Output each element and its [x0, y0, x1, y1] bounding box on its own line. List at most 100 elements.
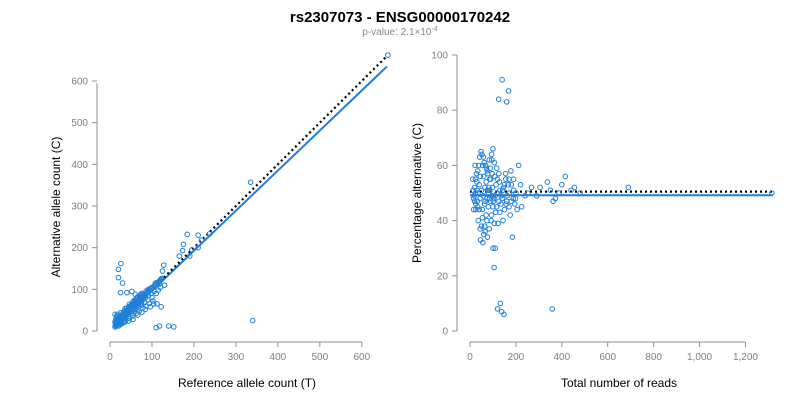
data-point [479, 206, 486, 213]
data-point [512, 195, 519, 202]
data-point [498, 192, 505, 199]
data-point [486, 176, 493, 182]
y-tick-label: 0 [82, 327, 88, 338]
data-point [472, 190, 479, 196]
data-point [484, 217, 490, 224]
data-point [499, 187, 506, 194]
y-tick-label: 100 [71, 285, 88, 296]
x-tick-label: 200 [186, 352, 203, 363]
data-point [769, 190, 775, 196]
data-point [477, 226, 483, 232]
y-ticks: 0 100 200 300 400 500 600 [71, 77, 97, 338]
data-point [481, 201, 488, 207]
data-point [471, 192, 477, 199]
data-point [488, 151, 495, 158]
data-point [487, 165, 494, 171]
data-point [498, 308, 505, 315]
data-point [186, 253, 193, 259]
data-point [550, 198, 556, 205]
data-point [510, 176, 517, 182]
data-point [184, 231, 191, 238]
data-point [490, 146, 496, 152]
data-point [547, 187, 554, 194]
x-ticks: 0 100 200 300 400 500 600 [107, 342, 371, 363]
data-point [492, 245, 499, 251]
data-point [119, 280, 126, 286]
data-point [625, 184, 632, 191]
data-point [473, 170, 480, 177]
data-point [505, 88, 512, 94]
data-point [556, 190, 562, 196]
data-point [477, 195, 483, 202]
y-tick-label: 60 [437, 161, 449, 172]
data-point [249, 317, 256, 324]
data-point [486, 157, 493, 163]
data-point [385, 52, 391, 58]
x-tick-label: 200 [508, 352, 525, 363]
data-point [494, 306, 501, 312]
points [112, 52, 391, 331]
chart-subtitle-pvalue: p-value: 2.1×10-4 [362, 26, 438, 38]
data-point [500, 184, 507, 191]
data-point [472, 162, 478, 169]
data-point [475, 190, 481, 196]
data-point [115, 274, 122, 281]
data-point [472, 176, 479, 182]
data-point [198, 237, 205, 243]
data-point [492, 192, 499, 199]
data-point [499, 77, 505, 83]
data-point [522, 192, 528, 199]
data-point [247, 179, 254, 186]
data-point [486, 184, 492, 191]
data-point [154, 301, 160, 307]
data-point [500, 217, 506, 224]
data-point [480, 231, 487, 238]
data-point [123, 289, 130, 296]
data-point [518, 204, 525, 210]
data-point [508, 168, 514, 174]
data-point [497, 209, 503, 216]
data-point [486, 187, 493, 194]
panel-allele-counts: 0 100 200 300 400 500 600 0100200300400500600 … [49, 52, 391, 390]
data-point [479, 162, 486, 169]
data-point [491, 159, 498, 166]
data-point [475, 217, 482, 224]
x-tick-label: 1,000 [687, 352, 712, 363]
data-point [480, 192, 487, 199]
data-point [482, 228, 488, 235]
data-point [489, 170, 495, 177]
data-point [158, 304, 165, 310]
data-point [480, 154, 487, 160]
data-point [502, 170, 509, 177]
data-point [476, 206, 482, 213]
pvalue-base: 10 [420, 27, 432, 38]
data-point [562, 173, 569, 180]
data-point [479, 215, 486, 221]
x-tick-label: 1,200 [733, 352, 758, 363]
data-point [475, 204, 481, 210]
data-point [161, 282, 168, 288]
data-point [157, 284, 164, 291]
data-point [533, 192, 540, 199]
data-point [490, 198, 497, 205]
data-point [493, 181, 499, 188]
data-point [488, 212, 495, 218]
data-point [577, 190, 583, 196]
data-point [117, 289, 124, 296]
data-point [506, 190, 513, 196]
data-point [501, 206, 508, 213]
data-point [483, 212, 489, 218]
data-point [490, 204, 496, 210]
data-point [482, 162, 489, 169]
points [469, 77, 775, 318]
y-tick-label: 600 [71, 77, 88, 88]
pvalue-exponent: -4 [432, 26, 438, 33]
data-point [493, 204, 500, 210]
data-point [206, 231, 213, 237]
data-point [470, 206, 477, 213]
data-point [494, 176, 501, 182]
data-point [507, 212, 513, 218]
data-point [158, 275, 165, 282]
y-tick-label: 40 [437, 216, 449, 227]
